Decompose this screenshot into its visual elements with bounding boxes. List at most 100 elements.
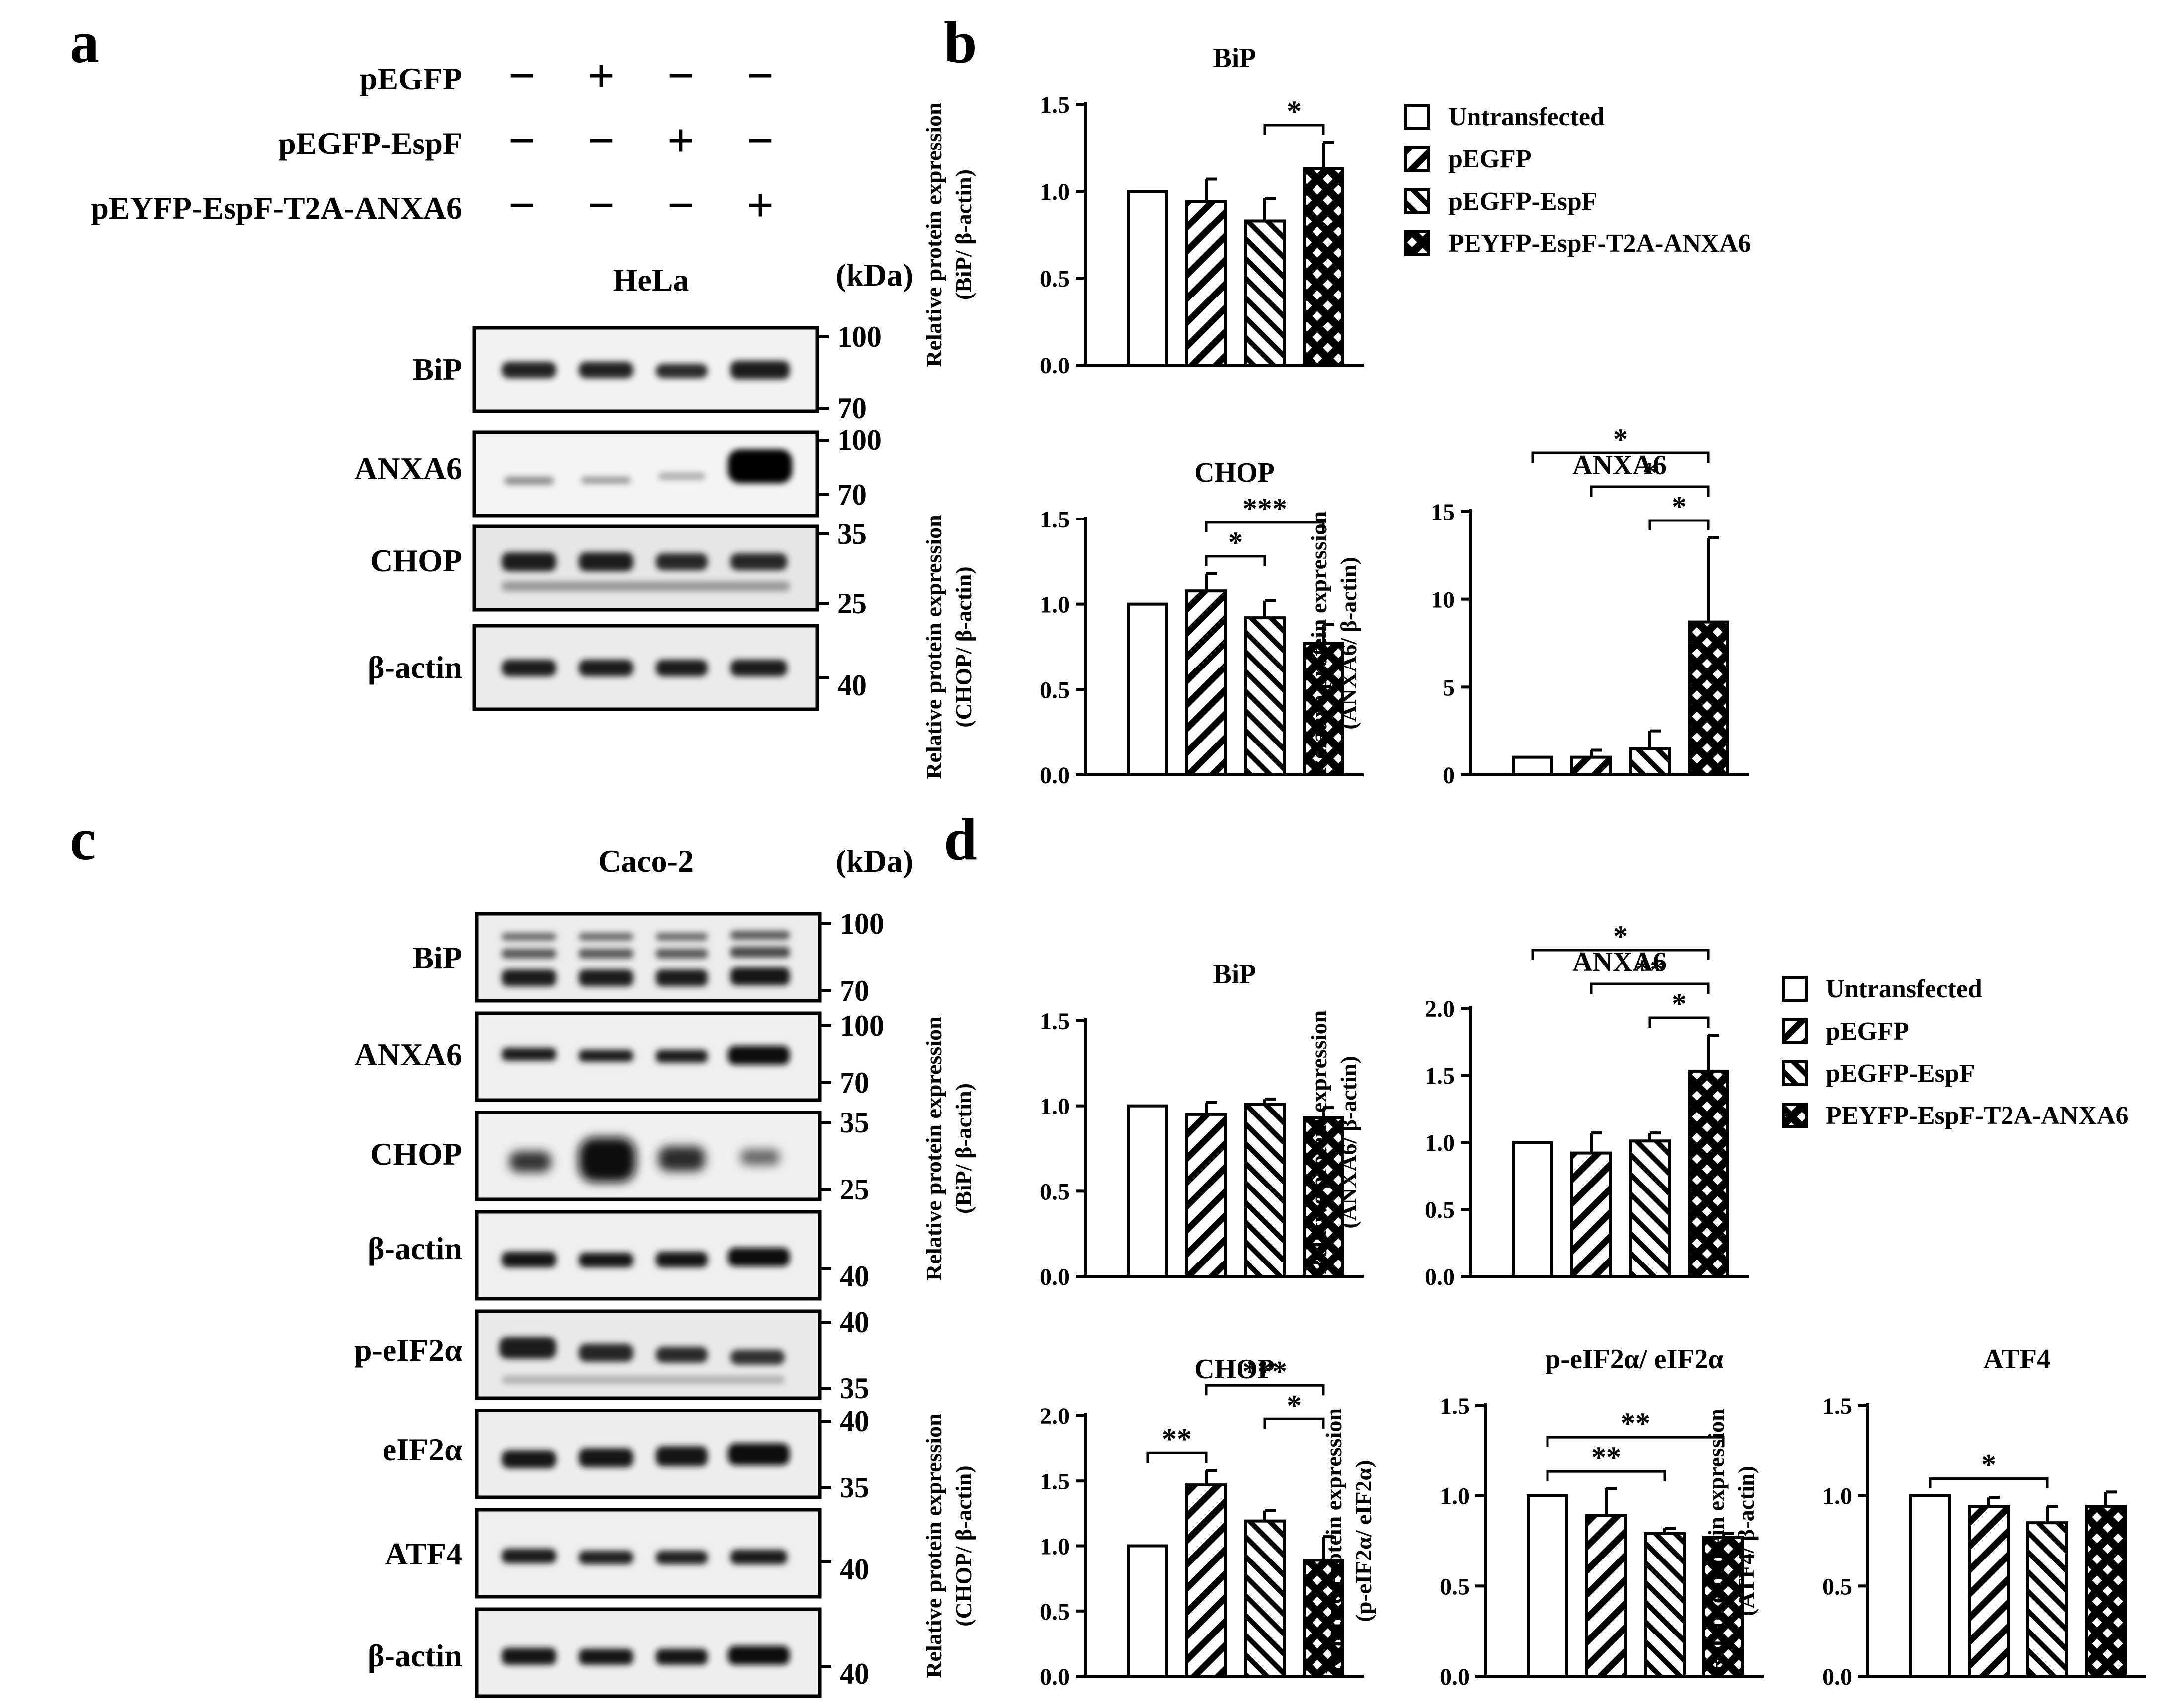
y-axis-label: (CHOP/ β-actin) — [951, 566, 976, 727]
legend-label: PEYFP-EspF-T2A-ANXA6 — [1826, 1102, 2129, 1130]
panel-letter-c: c — [70, 806, 96, 872]
significance-bracket — [1648, 519, 1710, 530]
sign: − — [747, 114, 774, 167]
panel-letter-d: d — [944, 806, 977, 872]
mw-marker: 25 — [837, 587, 867, 620]
blot-panel-a: HeLa (kDa) BiP 100 70 ANXA6 100 70 CHOP — [354, 257, 913, 711]
significance-bracket — [1263, 124, 1325, 135]
sign: − — [508, 178, 536, 231]
blot-cell-line: HeLa — [613, 262, 689, 297]
bar-untransfected — [1127, 1544, 1168, 1678]
y-tick-label: 15 — [1431, 499, 1455, 525]
mw-marker: 100 — [837, 320, 882, 353]
significance-bracket — [1146, 1451, 1208, 1463]
y-tick-label: 1.0 — [1425, 1130, 1455, 1156]
legend-swatch-pegfp-espf — [1404, 188, 1430, 214]
legend-swatch-untransfected — [1782, 976, 1808, 1002]
blot-label-p-eif2a: p-eIF2α — [354, 1333, 462, 1368]
significance-bracket — [1546, 1470, 1666, 1482]
y-tick-label: 5 — [1443, 674, 1455, 701]
bar-pegfp-espf — [1244, 219, 1286, 367]
bar-pegfp — [1585, 1514, 1627, 1678]
y-tick-label: 0.0 — [1040, 1664, 1070, 1690]
blot-label-atf4: ATF4 — [385, 1536, 462, 1571]
bar-pegfp-espf — [1244, 1519, 1286, 1678]
panel-letter-a: a — [70, 9, 99, 75]
bar-pegfp — [1968, 1505, 2010, 1678]
mw-marker: 70 — [837, 392, 867, 425]
mw-marker: 40 — [840, 1657, 869, 1690]
y-axis-label: Relative protein expression — [1306, 1010, 1331, 1274]
significance-label: ** — [1621, 1407, 1650, 1440]
chart-title: ANXA6 — [1572, 450, 1667, 481]
legend-label: Untransfected — [1826, 975, 1982, 1003]
legend-label: pEGFP-EspF — [1826, 1059, 1975, 1088]
bar-pegfp — [1185, 589, 1227, 776]
legend-label: pEGFP — [1448, 145, 1532, 173]
y-axis-label: (ANXA6/ β-actin) — [1336, 557, 1361, 729]
y-tick-label: 1.5 — [1822, 1393, 1852, 1419]
sign: + — [588, 49, 615, 102]
blot-unit: (kDa) — [836, 257, 913, 293]
legend-label: Untransfected — [1448, 103, 1605, 131]
significance-label: * — [1287, 95, 1302, 128]
chart-d-anxa6: ANXA6 Relative protein expression (ANXA6/ … — [1306, 920, 1749, 1290]
legend-panel-d: Untransfected pEGFP pEGFP-EspF PEYFP-Esp… — [1782, 975, 2129, 1130]
significance-bracket — [1531, 451, 1710, 463]
bar-untransfected — [1512, 755, 1553, 776]
blot-label-bip: BiP — [412, 940, 462, 975]
mw-marker: 100 — [837, 424, 882, 456]
y-axis-label: Relative protein expression — [921, 102, 946, 367]
chart-title: BiP — [1213, 959, 1256, 990]
mw-marker: 35 — [840, 1471, 869, 1504]
y-tick-label: 0.0 — [1440, 1664, 1470, 1690]
significance-label: * — [1613, 920, 1628, 953]
significance-label: * — [1981, 1448, 1996, 1481]
bar-peyfp-espf-t2a-anxa6 — [2085, 1505, 2127, 1678]
y-tick-label: 0.5 — [1425, 1197, 1455, 1223]
mw-marker: 35 — [840, 1106, 869, 1139]
chart-title: ANXA6 — [1572, 947, 1667, 977]
bar-peyfp-espf-t2a-anxa6 — [1303, 167, 1344, 367]
bar-peyfp-espf-t2a-anxa6 — [1303, 642, 1344, 776]
y-axis-label: Relative protein expression — [921, 515, 946, 779]
significance-label: * — [1672, 490, 1687, 523]
significance-label: ** — [1635, 954, 1665, 986]
y-tick-label: 0.0 — [1425, 1264, 1455, 1290]
sign: − — [667, 49, 695, 102]
chart-title: p-eIF2α/ eIF2α — [1545, 1344, 1724, 1375]
chart-title: BiP — [1213, 43, 1256, 74]
condition-label-pegfp: pEGFP — [360, 61, 462, 96]
significance-bracket — [1590, 485, 1710, 497]
y-axis-label: Relative Protein expression — [1321, 1408, 1346, 1674]
mw-marker: 35 — [840, 1372, 869, 1405]
y-tick-label: 1.0 — [1440, 1484, 1470, 1510]
significance-label: *** — [1242, 492, 1287, 525]
blot-label-beta-actin: β-actin — [368, 1231, 462, 1266]
blot-unit: (kDa) — [836, 843, 913, 879]
chart-d-p-eif2a-eif2a: p-eIF2α/ eIF2α Relative Protein expressio… — [1321, 1344, 1764, 1690]
bar-pegfp-espf — [1629, 747, 1671, 776]
y-tick-label: 1.0 — [1040, 1534, 1070, 1560]
sign: + — [667, 114, 695, 167]
mw-marker: 40 — [837, 669, 867, 702]
y-tick-label: 1.5 — [1040, 1008, 1070, 1035]
bar-pegfp-espf — [1629, 1139, 1671, 1278]
sign: − — [508, 114, 536, 167]
bar-pegfp — [1570, 755, 1612, 776]
y-tick-label: 0.5 — [1040, 266, 1070, 292]
sign: − — [667, 178, 695, 231]
significance-label: ** — [1591, 1441, 1621, 1474]
mw-marker: 40 — [840, 1306, 869, 1338]
y-axis-label: (BiP/ β-actin) — [951, 1083, 976, 1214]
bar-peyfp-espf-t2a-anxa6 — [1702, 1536, 1744, 1678]
y-tick-label: 0.0 — [1822, 1664, 1852, 1690]
significance-label: * — [1287, 1389, 1302, 1421]
significance-bracket — [1929, 1477, 2049, 1488]
sign: − — [508, 49, 536, 102]
bar-untransfected — [1127, 190, 1168, 367]
y-axis-label: (ANXA6/ β-actin) — [1336, 1056, 1361, 1228]
chart-title: CHOP — [1194, 1354, 1275, 1385]
mw-marker: 70 — [840, 974, 869, 1007]
y-axis-label: (p-eIF2α/ eIF2α) — [1351, 1460, 1376, 1622]
